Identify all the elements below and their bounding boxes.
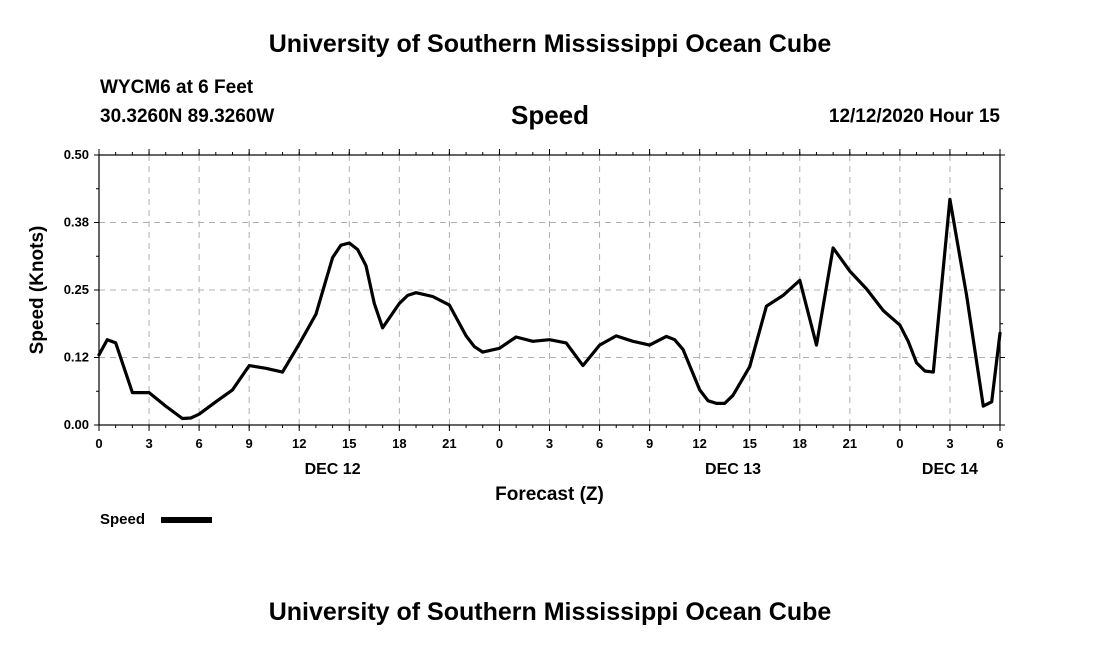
- y-tick-label: 0.12: [64, 350, 89, 365]
- station-label: WYCM6 at 6 Feet: [100, 77, 254, 98]
- y-tick-label: 0.38: [64, 215, 89, 230]
- legend: Speed: [100, 511, 212, 528]
- station-coordinates: 30.3260N 89.3260W: [100, 106, 275, 127]
- x-axis-title: Forecast (Z): [495, 484, 604, 505]
- x-tick-label: 18: [392, 436, 406, 451]
- x-tick-label: 6: [195, 436, 202, 451]
- grid: [99, 155, 1000, 425]
- y-tick-label: 0.00: [64, 417, 89, 432]
- x-tick-label: 15: [342, 436, 356, 451]
- x-tick-label: 12: [292, 436, 306, 451]
- x-tick-label: 21: [843, 436, 857, 451]
- x-tick-label: 15: [742, 436, 756, 451]
- x-tick-label: 3: [546, 436, 553, 451]
- series-layer: [97, 197, 1002, 421]
- y-axis-title: Speed (Knots): [27, 226, 48, 355]
- chart-title: University of Southern Mississippi Ocean…: [268, 30, 832, 58]
- legend-label: Speed: [100, 511, 145, 528]
- axes: 0.00 0.12 0.25 0.38 0.50 0 3 6 9 12 15 18 21 0 3 6 9 12 15…: [64, 147, 1005, 478]
- legend-swatch: [161, 517, 212, 523]
- x-tick-label: 0: [496, 436, 503, 451]
- x-tick-label: 3: [946, 436, 953, 451]
- x-tick-label: 18: [793, 436, 807, 451]
- date-label: DEC 13: [705, 461, 761, 478]
- y-tick-label: 0.25: [64, 282, 89, 297]
- date-label: DEC 14: [922, 461, 978, 478]
- plot-frame: [98, 154, 1001, 426]
- run-time: 12/12/2020 Hour 15: [828, 106, 1000, 127]
- x-tick-label: 0: [896, 436, 903, 451]
- series-line-speed: [97, 197, 1002, 421]
- x-tick-label: 9: [646, 436, 653, 451]
- x-tick-label: 21: [442, 436, 456, 451]
- parameter-title: Speed: [510, 100, 590, 130]
- y-tick-label: 0.50: [64, 147, 89, 162]
- x-tick-label: 0: [95, 436, 102, 451]
- x-tick-label: 9: [246, 436, 253, 451]
- x-tick-label: 6: [596, 436, 603, 451]
- date-label: DEC 12: [305, 461, 361, 478]
- x-tick-label: 3: [145, 436, 152, 451]
- x-tick-label: 6: [996, 436, 1003, 451]
- x-tick-label: 12: [692, 436, 706, 451]
- footer-title: University of Southern Mississippi Ocean…: [268, 598, 832, 626]
